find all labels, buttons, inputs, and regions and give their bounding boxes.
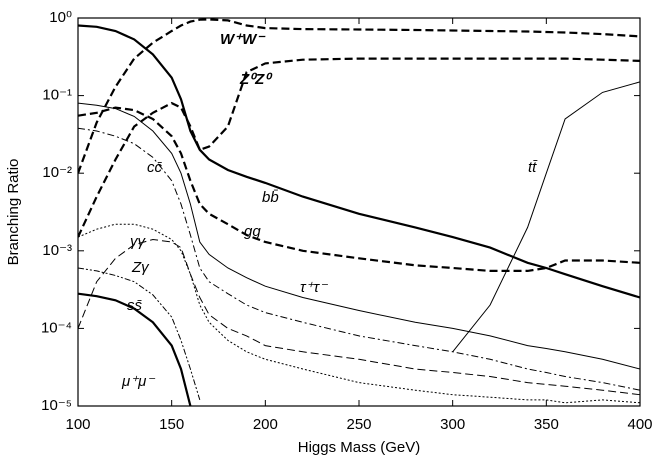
curve-label: W⁺W⁻ xyxy=(220,31,266,48)
series-line xyxy=(452,81,640,353)
curve-label: Z⁰Z⁰ xyxy=(239,71,273,88)
series-line xyxy=(78,18,640,174)
series-line xyxy=(78,292,192,406)
series-line xyxy=(78,223,640,404)
y-tick-label: 10⁻³ xyxy=(42,242,72,259)
x-tick-label: 150 xyxy=(159,416,184,433)
series-line xyxy=(78,127,640,391)
curve-label: ss̄ xyxy=(127,297,143,314)
curve-label: γγ xyxy=(130,233,147,250)
y-tick-label: 10⁻² xyxy=(42,164,72,181)
x-tick-label: 200 xyxy=(253,416,278,433)
series-line xyxy=(78,57,640,238)
x-tick-label: 300 xyxy=(440,416,465,433)
curve-label: τ⁺τ⁻ xyxy=(300,279,328,296)
x-tick-label: 250 xyxy=(346,416,371,433)
curve-label: cc̄ xyxy=(147,159,163,176)
y-tick-label: 10⁻⁴ xyxy=(41,319,72,336)
x-tick-label: 400 xyxy=(627,416,652,433)
curve-label: bb̄ xyxy=(262,189,279,206)
series-line xyxy=(78,238,640,396)
x-tick-label: 350 xyxy=(534,416,559,433)
y-tick-label: 10⁻⁵ xyxy=(41,397,72,414)
curve-label: tt̄ xyxy=(528,159,538,176)
plot-frame xyxy=(77,17,641,407)
curve-label: Zγ xyxy=(131,259,150,276)
y-axis-label: Branching Ratio xyxy=(5,159,22,266)
curve-label: gg xyxy=(244,223,261,240)
curve-label: μ⁺μ⁻ xyxy=(121,373,155,390)
y-tick-label: 10⁻¹ xyxy=(42,87,72,104)
series-line xyxy=(78,106,640,272)
series-line xyxy=(78,24,640,299)
y-tick-label: 10⁰ xyxy=(49,9,72,26)
x-axis-label: Higgs Mass (GeV) xyxy=(298,439,421,456)
series-line xyxy=(78,267,201,401)
series-line xyxy=(78,102,640,370)
x-tick-label: 100 xyxy=(65,416,90,433)
